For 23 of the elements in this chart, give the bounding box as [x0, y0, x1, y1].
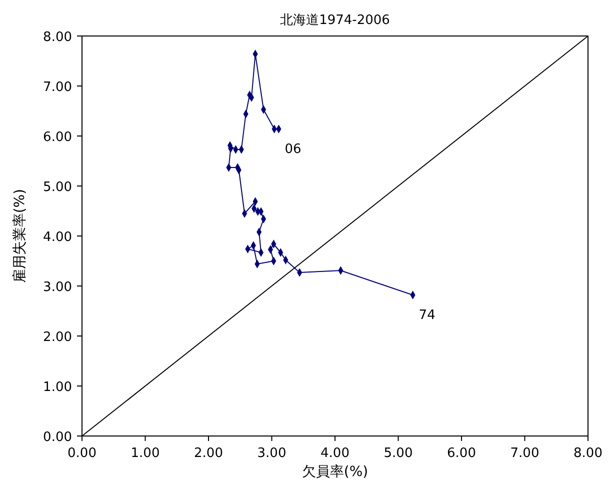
- x-tick-label: 7.00: [510, 446, 540, 461]
- x-tick-label: 4.00: [320, 446, 350, 461]
- annotation: 06: [284, 142, 302, 157]
- y-tick-label: 7.00: [43, 80, 72, 95]
- y-tick-label: 6.00: [43, 130, 72, 145]
- x-tick-label: 0.00: [68, 446, 96, 461]
- y-axis-title: 雇用失業率(%): [12, 188, 28, 284]
- x-tick-label: 5.00: [384, 446, 413, 461]
- y-tick-label: 8.00: [43, 30, 72, 45]
- annotation: 74: [418, 308, 436, 323]
- x-tick-label: 6.00: [447, 446, 476, 461]
- y-tick-label: 1.00: [43, 380, 72, 395]
- x-tick-label: 2.00: [194, 446, 223, 461]
- x-tick-label: 1.00: [130, 446, 160, 461]
- y-tick-label: 3.00: [43, 280, 72, 295]
- x-tick-label: 8.00: [574, 446, 602, 461]
- x-axis-title: 欠員率(%): [302, 464, 368, 480]
- y-tick-label: 2.00: [43, 330, 72, 345]
- y-tick-label: 4.00: [43, 230, 72, 245]
- x-tick-label: 3.00: [257, 446, 286, 461]
- y-tick-label: 0.00: [43, 430, 72, 445]
- chart-title: 北海道1974-2006: [280, 13, 390, 28]
- y-tick-label: 5.00: [43, 180, 72, 195]
